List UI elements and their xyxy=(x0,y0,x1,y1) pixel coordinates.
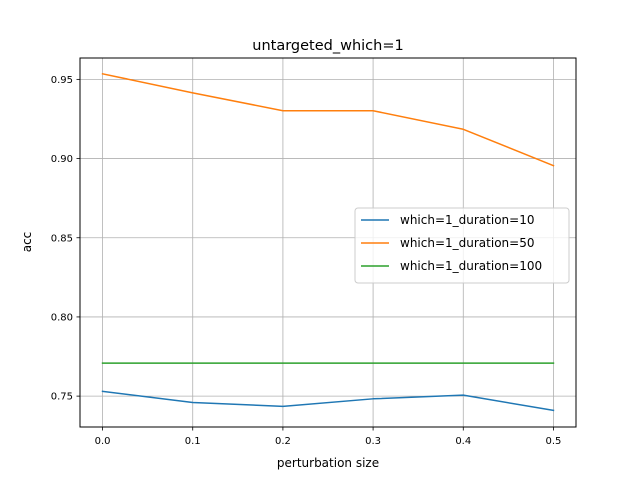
x-axis-label: perturbation size xyxy=(277,456,379,470)
y-tick-label: 0.80 xyxy=(51,313,73,324)
y-tick-label: 0.95 xyxy=(51,75,73,86)
chart-title: untargeted_which=1 xyxy=(252,38,403,54)
x-tick-label: 0.4 xyxy=(455,436,471,447)
y-tick-label: 0.75 xyxy=(51,392,73,403)
x-tick-label: 0.3 xyxy=(365,436,381,447)
x-tick-label: 0.0 xyxy=(95,436,111,447)
series-lines xyxy=(101,72,555,412)
y-axis-label: acc xyxy=(20,232,34,253)
y-tick-label: 0.90 xyxy=(51,154,73,165)
x-tick-label: 0.5 xyxy=(546,436,562,447)
legend: which=1_duration=10 which=1_duration=50wh… xyxy=(354,207,570,284)
x-tick-label: 0.1 xyxy=(185,436,201,447)
legend-label: which=1_duration=50 xyxy=(400,236,534,250)
y-axis-ticks: 0.75 0.80 0.85 0.90 0.95 xyxy=(51,75,80,403)
plot-frame xyxy=(79,57,577,428)
legend-label: which=1_duration=10 xyxy=(400,213,534,227)
grid xyxy=(80,58,576,427)
series-line-2 xyxy=(101,72,555,167)
y-tick-label: 0.85 xyxy=(51,233,73,244)
x-axis-ticks: 0.0 0.1 0.2 0.3 0.4 0.5 xyxy=(95,427,562,447)
series-line-1 xyxy=(101,390,555,412)
legend-label: which=1_duration=100 xyxy=(400,259,542,273)
x-tick-label: 0.2 xyxy=(275,436,291,447)
legend-box xyxy=(354,207,570,284)
